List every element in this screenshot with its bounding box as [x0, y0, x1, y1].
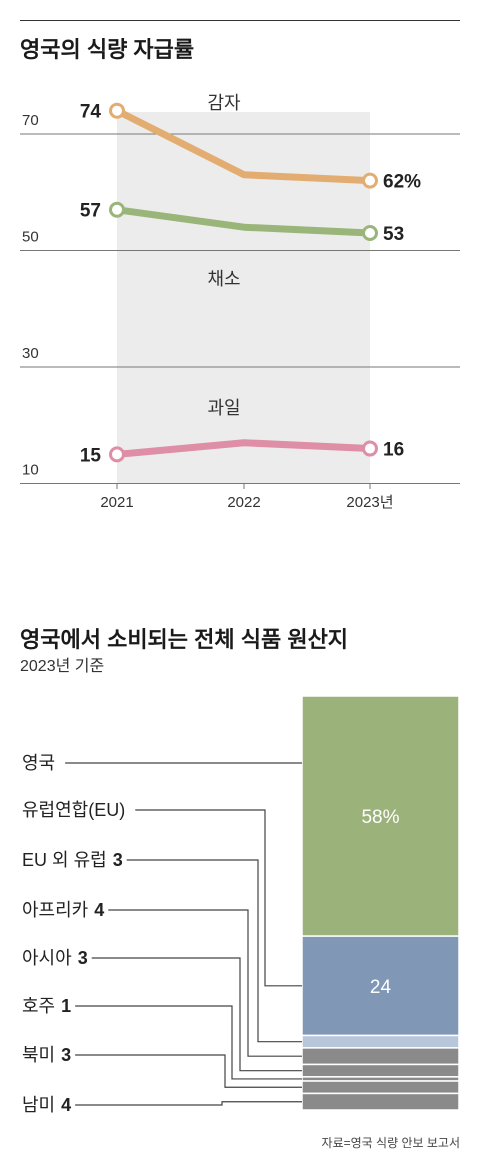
bar-segment-1	[301, 935, 460, 1037]
data-point-marker	[362, 440, 378, 457]
leader-line	[108, 909, 302, 1057]
series-name-label: 채소	[207, 269, 240, 289]
bar-segment-7	[301, 1092, 460, 1111]
series-line-2	[113, 439, 374, 458]
category-label-2: EU 외 유럽 3	[22, 850, 302, 1043]
data-point-marker	[109, 446, 125, 463]
y-tick-label: 50	[22, 229, 39, 246]
category-label-7: 남미 4	[22, 1095, 302, 1115]
category-value: 3	[78, 948, 88, 968]
top-rule	[20, 20, 460, 21]
leader-line	[91, 957, 302, 1072]
category-name: 유럽연합(EU)	[22, 800, 125, 820]
leader-line	[75, 1101, 302, 1106]
leader-line	[75, 1005, 302, 1080]
x-tick-label: 2023년	[346, 494, 393, 511]
bar-segment-4	[301, 1063, 460, 1078]
data-point-marker	[109, 102, 125, 119]
data-label-start: 15	[80, 445, 102, 466]
data-point-marker	[109, 201, 125, 218]
data-label-end: 62%	[383, 172, 421, 193]
x-tick-label: 2021	[100, 494, 133, 511]
category-name: 아프리카 4	[22, 900, 104, 920]
chart2-title: 영국에서 소비되는 전체 식품 원산지	[20, 627, 349, 652]
segment-value-label: 24	[370, 977, 392, 998]
data-label-end: 16	[383, 440, 404, 461]
leader-line	[135, 809, 302, 987]
bar-segment-0	[301, 695, 460, 937]
data-point-marker	[362, 225, 378, 242]
category-label-4: 아시아 3	[22, 948, 302, 1072]
y-tick-label: 70	[22, 112, 39, 129]
bar-segment-3	[301, 1047, 460, 1066]
category-name: EU 외 유럽 3	[22, 850, 123, 870]
bar-segment-2	[301, 1034, 460, 1049]
y-tick-label: 30	[22, 345, 39, 362]
category-value: 3	[61, 1045, 71, 1065]
segment-value-label: 58%	[361, 807, 399, 828]
series-name-label: 감자	[207, 93, 241, 113]
data-label-end: 53	[383, 224, 404, 245]
bar-segment-6	[301, 1080, 460, 1095]
line-chart: 70 50 30 10 2021 2022 2023년 74 62% 감자 57 53 채소 15 16 과일	[20, 93, 460, 511]
leader-line	[75, 1054, 302, 1088]
category-name: 남미 4	[22, 1095, 71, 1115]
data-label-start: 57	[80, 201, 101, 222]
category-value: 3	[113, 850, 123, 870]
category-name: 북미 3	[22, 1045, 71, 1065]
category-label-1: 유럽연합(EU)	[22, 800, 302, 987]
chart2-subtitle: 2023년 기준	[20, 658, 105, 675]
data-point-marker	[362, 172, 378, 189]
data-label-start: 74	[80, 102, 102, 123]
category-label-5: 호주 1	[22, 996, 302, 1080]
category-value: 4	[61, 1095, 71, 1115]
y-tick-label: 10	[22, 462, 39, 479]
category-name: 영국	[22, 753, 55, 773]
category-value: 4	[94, 900, 104, 920]
category-name: 아시아 3	[22, 948, 88, 968]
category-label-3: 아프리카 4	[22, 900, 302, 1057]
chart1-title: 영국의 식량 자급률	[20, 37, 195, 62]
x-tick-label: 2022	[227, 494, 260, 511]
source-note: 자료=영국 식량 안보 보고서	[321, 1136, 460, 1150]
series-line-0	[113, 107, 374, 185]
series-name-label: 과일	[207, 398, 240, 418]
series-line-1	[113, 206, 374, 237]
leader-line	[126, 859, 302, 1043]
category-label-0: 영국	[22, 753, 302, 773]
category-name: 호주 1	[22, 996, 71, 1016]
category-value: 1	[61, 996, 71, 1016]
category-label-6: 북미 3	[22, 1045, 302, 1088]
